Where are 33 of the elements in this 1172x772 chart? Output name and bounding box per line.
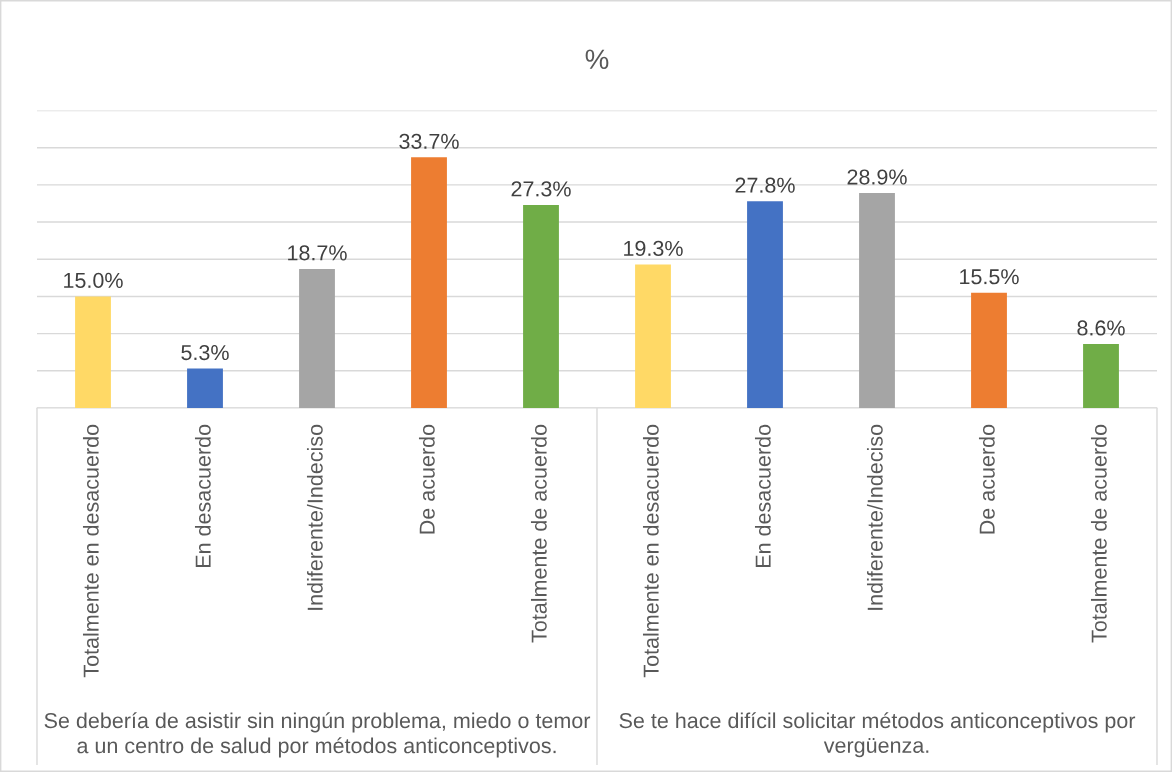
x-tick-label: Totalmente de acuerdo — [530, 424, 547, 643]
bar — [187, 368, 223, 408]
data-label: 15.0% — [64, 272, 123, 289]
bar — [523, 204, 559, 408]
bar — [747, 201, 783, 408]
x-tick-label: Indiferente/Indeciso — [306, 424, 323, 610]
data-label: 8.6% — [1077, 320, 1125, 336]
bar — [411, 157, 447, 408]
x-tick-label: De acuerdo — [418, 424, 435, 534]
x-tick-label: En desacuerdo — [754, 424, 771, 568]
text: Se te hace difícil solicitar métodos anticonceptivos por vergüenza. — [619, 712, 1136, 758]
data-label: 19.3% — [624, 240, 683, 257]
data-label: 5.3% — [181, 344, 229, 361]
bar — [299, 268, 335, 408]
data-label: 33.7% — [399, 133, 459, 149]
data-label: 15.5% — [960, 269, 1019, 285]
data-label: 27.3% — [511, 181, 571, 197]
x-tick-label: Totalmente en desacuerdo — [82, 424, 99, 678]
bar — [1083, 344, 1119, 408]
bar — [971, 292, 1007, 408]
x-tick-label: En desacuerdo — [194, 424, 211, 568]
x-tick-label: Indiferente/Indeciso — [866, 424, 883, 610]
x-tick-label: Totalmente de acuerdo — [1090, 424, 1107, 643]
x-tick-label: De acuerdo — [978, 424, 995, 534]
bar — [859, 193, 895, 408]
chart-title: % — [585, 49, 609, 69]
text: Se debería de asistir sin ningún problema, miedo o temor a un centro de salud por métodos anticonceptivos. — [44, 712, 591, 758]
bar — [75, 296, 111, 408]
data-label: 18.7% — [288, 245, 347, 261]
data-label: 27.8% — [735, 177, 795, 193]
bar — [635, 264, 671, 408]
x-tick-label: Totalmente en desacuerdo — [642, 424, 659, 678]
data-label: 28.9% — [847, 169, 907, 185]
